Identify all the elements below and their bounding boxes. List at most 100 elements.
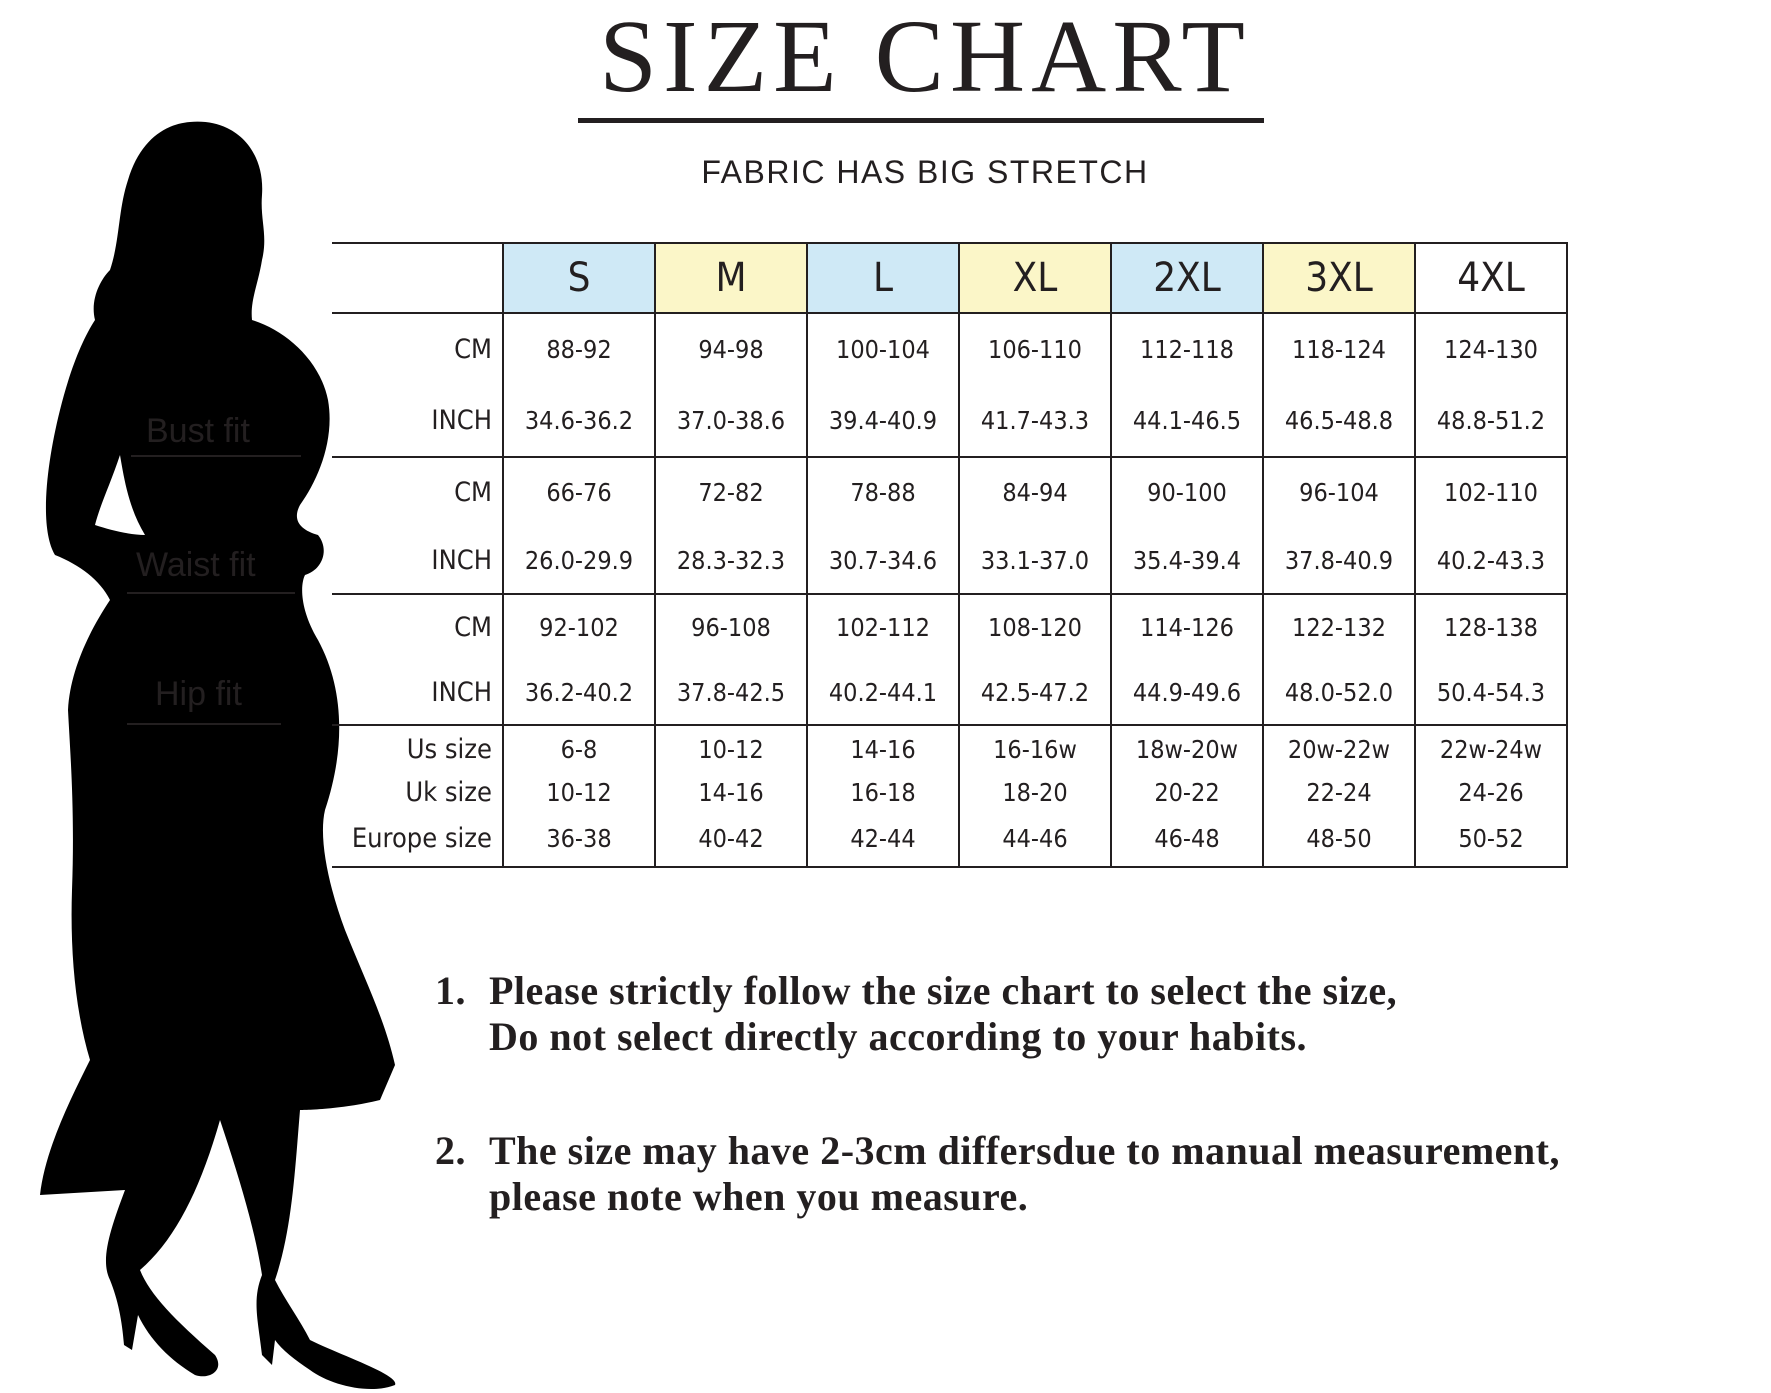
hip-cm-cell: 114-126 [1110,593,1264,660]
conversion-uk-cell: 14-16 [654,773,808,811]
conversion-eu-cell: 44-46 [958,811,1112,868]
size-header-4xl: 4XL [1414,242,1568,314]
waist-inch-label: INCH [332,527,504,595]
conversion-us-cell: 16-16w [958,724,1112,773]
conversion-uk-row: Uk size 10-12 14-16 16-18 18-20 20-22 22-24 24-… [332,773,1568,811]
bust-cm-cell: 94-98 [654,312,808,385]
size-header-3xl: 3XL [1262,242,1416,314]
bust-inch-cell: 44.1-46.5 [1110,385,1264,458]
bust-cm-cell: 88-92 [502,312,656,385]
hip-cm-cell: 102-112 [806,593,960,660]
conversion-eu-cell: 48-50 [1262,811,1416,868]
bust-fit-line [131,455,301,457]
waist-inch-cell: 40.2-43.3 [1414,527,1568,595]
hip-inch-cell: 36.2-40.2 [502,660,656,726]
conversion-us-row: Us size 6-8 10-12 14-16 16-16w 18w-20w 20w-22w… [332,724,1568,773]
waist-fit-label: Waist fit [136,546,256,584]
conversion-eu-cell: 42-44 [806,811,960,868]
waist-fit-line [127,592,295,594]
hip-cm-cell: 128-138 [1414,593,1568,660]
bust-cm-cell: 106-110 [958,312,1112,385]
conversion-us-cell: 10-12 [654,724,808,773]
bust-cm-cell: 112-118 [1110,312,1264,385]
hip-inch-cell: 44.9-49.6 [1110,660,1264,726]
hip-cm-label: CM [332,593,504,660]
note-2-line2: please note when you measure. [489,1174,1029,1219]
waist-cm-cell: 90-100 [1110,456,1264,527]
size-table: S M L XL 2XL 3XL 4XL CM 88-92 94-98 100-104… [332,242,1568,868]
waist-inch-cell: 28.3-32.3 [654,527,808,595]
conversion-us-cell: 18w-20w [1110,724,1264,773]
conversion-eu-cell: 50-52 [1414,811,1568,868]
bust-cm-cell: 124-130 [1414,312,1568,385]
conversion-us-cell: 20w-22w [1262,724,1416,773]
size-header-2xl: 2XL [1110,242,1264,314]
bust-cm-cell: 100-104 [806,312,960,385]
waist-cm-cell: 96-104 [1262,456,1416,527]
subtitle: FABRIC HAS BIG STRETCH [701,154,1149,190]
conversion-uk-cell: 18-20 [958,773,1112,811]
hip-inch-cell: 48.0-52.0 [1262,660,1416,726]
conversion-eu-cell: 36-38 [502,811,656,868]
note-2: 2. The size may have 2-3cm differsdue to … [435,1128,1560,1220]
conversion-uk-cell: 20-22 [1110,773,1264,811]
waist-inch-row: INCH 26.0-29.9 28.3-32.3 30.7-34.6 33.1-37.0… [332,527,1568,595]
bust-inch-cell: 39.4-40.9 [806,385,960,458]
waist-cm-cell: 72-82 [654,456,808,527]
waist-inch-cell: 26.0-29.9 [502,527,656,595]
conversion-us-cell: 14-16 [806,724,960,773]
bust-cm-cell: 118-124 [1262,312,1416,385]
note-1-line2: Do not select directly according to your… [489,1014,1308,1059]
bust-fit-label: Bust fit [146,412,250,450]
page-title: SIZE CHART [599,0,1251,114]
waist-inch-cell: 35.4-39.4 [1110,527,1264,595]
woman-silhouette-icon [40,121,396,1390]
conversion-eu-cell: 46-48 [1110,811,1264,868]
hip-inch-label: INCH [332,660,504,726]
waist-cm-cell: 66-76 [502,456,656,527]
conversion-uk-cell: 24-26 [1414,773,1568,811]
note-2-line1: The size may have 2-3cm differsdue to ma… [489,1128,1560,1173]
conversion-uk-cell: 16-18 [806,773,960,811]
hip-inch-cell: 50.4-54.3 [1414,660,1568,726]
note-1-line1: Please strictly follow the size chart to… [489,968,1398,1013]
header-blank-cell [332,242,504,314]
size-header-row: S M L XL 2XL 3XL 4XL [332,242,1568,314]
waist-cm-cell: 78-88 [806,456,960,527]
waist-inch-cell: 30.7-34.6 [806,527,960,595]
waist-inch-cell: 37.8-40.9 [1262,527,1416,595]
bust-inch-cell: 48.8-51.2 [1414,385,1568,458]
hip-cm-cell: 96-108 [654,593,808,660]
conversion-us-cell: 6-8 [502,724,656,773]
hip-inch-row: INCH 36.2-40.2 37.8-42.5 40.2-44.1 42.5-47.2… [332,660,1568,726]
hip-cm-cell: 92-102 [502,593,656,660]
bust-inch-label: INCH [332,385,504,458]
bust-inch-cell: 34.6-36.2 [502,385,656,458]
note-2-number: 2. [435,1128,466,1173]
bust-inch-cell: 46.5-48.8 [1262,385,1416,458]
waist-cm-row: CM 66-76 72-82 78-88 84-94 90-100 96-104 102-11… [332,456,1568,527]
conversion-uk-cell: 22-24 [1262,773,1416,811]
bust-cm-label: CM [332,312,504,385]
conversion-eu-label: Europe size [332,811,504,868]
hip-inch-cell: 42.5-47.2 [958,660,1112,726]
waist-inch-cell: 33.1-37.0 [958,527,1112,595]
note-1-number: 1. [435,968,466,1013]
waist-cm-cell: 84-94 [958,456,1112,527]
bust-cm-row: CM 88-92 94-98 100-104 106-110 112-118 118-124… [332,312,1568,385]
size-header-s: S [502,242,656,314]
bust-inch-cell: 41.7-43.3 [958,385,1112,458]
note-1: 1. Please strictly follow the size chart … [435,968,1397,1060]
hip-inch-cell: 40.2-44.1 [806,660,960,726]
bust-inch-cell: 37.0-38.6 [654,385,808,458]
waist-cm-label: CM [332,456,504,527]
hip-cm-cell: 108-120 [958,593,1112,660]
bust-inch-row: INCH 34.6-36.2 37.0-38.6 39.4-40.9 41.7-43.3… [332,385,1568,458]
size-header-l: L [806,242,960,314]
conversion-eu-cell: 40-42 [654,811,808,868]
title-underline [578,118,1264,123]
size-header-m: M [654,242,808,314]
conversion-uk-label: Uk size [332,773,504,811]
size-header-xl: XL [958,242,1112,314]
hip-cm-cell: 122-132 [1262,593,1416,660]
